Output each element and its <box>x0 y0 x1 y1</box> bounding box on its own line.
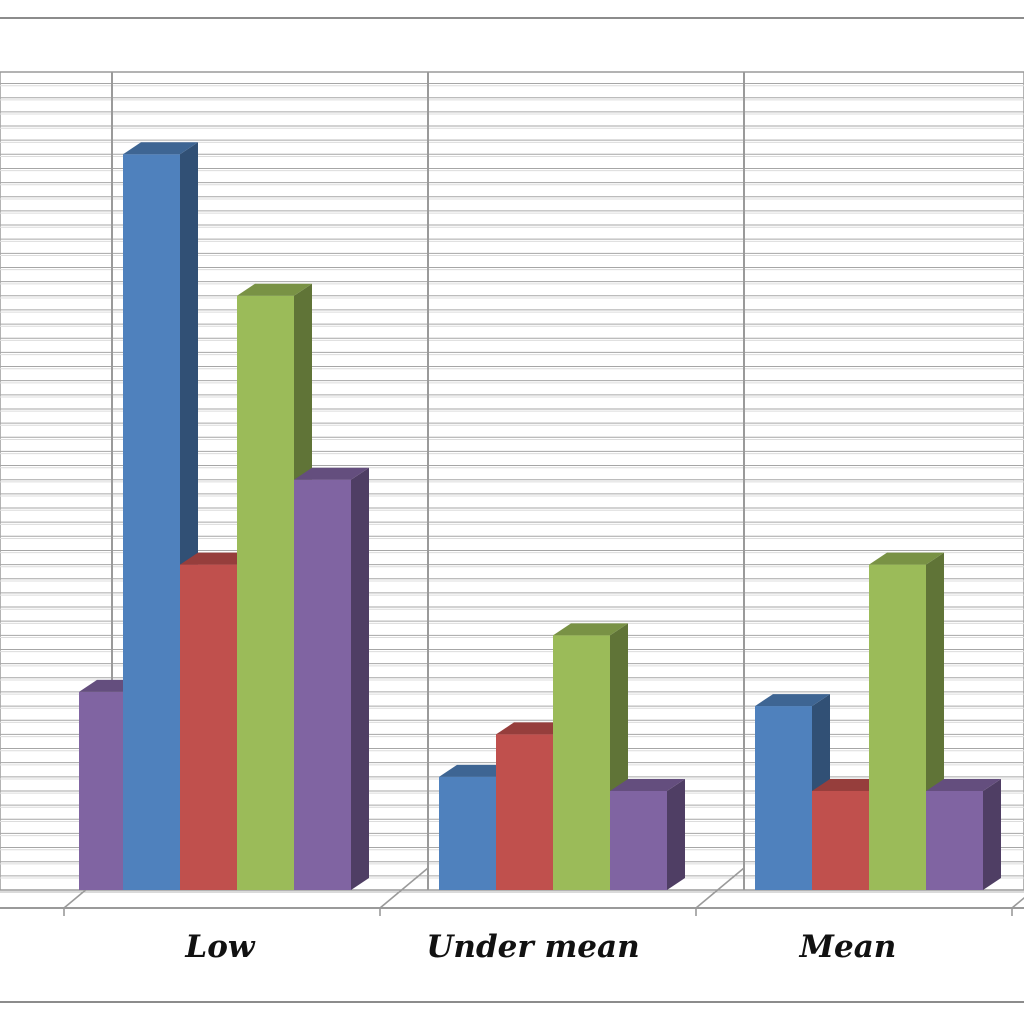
bar-side-face <box>351 467 369 890</box>
bar[interactable] <box>610 778 685 890</box>
bar-side-face <box>983 778 1001 890</box>
bar-top-face <box>755 694 830 707</box>
bar-front-face <box>180 564 237 890</box>
floor-divider <box>1011 896 1024 909</box>
bar-top-face <box>294 467 369 480</box>
bar-top-face <box>439 764 514 777</box>
x-tick-label: Mean <box>799 929 897 965</box>
x-tick-label: Under mean <box>426 929 639 965</box>
floor-divider <box>695 867 745 909</box>
bar-front-face <box>812 790 869 890</box>
x-tick-label: Low <box>184 929 255 965</box>
bar-front-face <box>553 635 610 890</box>
bar-front-face <box>869 564 926 890</box>
bar-top-face <box>553 623 628 636</box>
bar[interactable] <box>123 142 198 891</box>
bar[interactable] <box>926 778 1001 890</box>
bar[interactable] <box>294 467 369 890</box>
bar[interactable] <box>869 552 944 890</box>
floor-divider <box>379 867 429 909</box>
bar-top-face <box>180 552 255 565</box>
bar-front-face <box>755 706 812 890</box>
bar-top-face <box>610 778 685 791</box>
bar[interactable] <box>755 694 830 890</box>
bar-front-face <box>496 734 553 890</box>
bar-top-face <box>237 283 312 296</box>
bar-top-face <box>812 778 887 791</box>
bar-front-face <box>610 790 667 890</box>
bar-top-face <box>926 778 1001 791</box>
bar-front-face <box>294 479 351 890</box>
bar-side-face <box>667 778 685 890</box>
bar-top-face <box>123 142 198 155</box>
bar-front-face <box>123 154 180 891</box>
bar-top-face <box>496 722 571 735</box>
bar-front-face <box>237 295 294 890</box>
bar-top-face <box>869 552 944 565</box>
bar-front-face <box>926 790 983 890</box>
bar-front-face <box>439 776 496 890</box>
